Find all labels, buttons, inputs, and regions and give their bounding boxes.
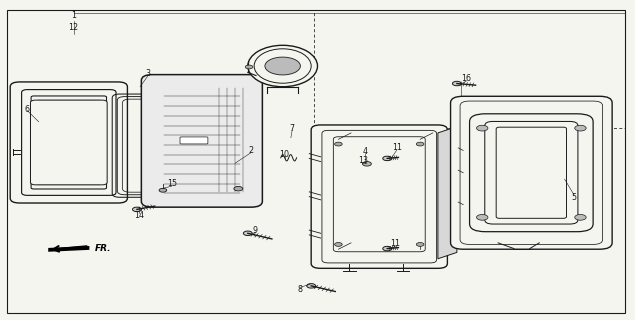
Text: 7: 7 — [290, 124, 295, 132]
Text: 15: 15 — [167, 180, 177, 188]
Circle shape — [335, 142, 342, 146]
Polygon shape — [438, 126, 457, 259]
Circle shape — [575, 214, 586, 220]
Text: 10: 10 — [279, 150, 290, 159]
Circle shape — [133, 207, 142, 212]
Text: 12: 12 — [69, 23, 79, 32]
Text: 11: 11 — [392, 143, 402, 152]
Circle shape — [476, 214, 488, 220]
Circle shape — [234, 187, 243, 191]
Circle shape — [417, 243, 424, 246]
Text: 2: 2 — [248, 146, 253, 155]
Text: 4: 4 — [363, 147, 368, 156]
Polygon shape — [20, 87, 118, 198]
FancyBboxPatch shape — [451, 96, 612, 249]
Text: 11: 11 — [391, 239, 401, 248]
Circle shape — [307, 284, 316, 288]
Circle shape — [417, 142, 424, 146]
Text: 8: 8 — [297, 285, 302, 294]
Ellipse shape — [248, 45, 318, 87]
Text: 16: 16 — [462, 74, 471, 83]
Circle shape — [265, 57, 300, 75]
FancyBboxPatch shape — [142, 75, 262, 207]
Circle shape — [476, 125, 488, 131]
Text: 9: 9 — [253, 226, 258, 235]
FancyBboxPatch shape — [180, 137, 208, 144]
Text: 13: 13 — [358, 156, 368, 165]
FancyBboxPatch shape — [311, 125, 448, 268]
Text: 6: 6 — [25, 105, 30, 114]
Circle shape — [159, 188, 167, 192]
Text: 14: 14 — [134, 211, 144, 220]
Circle shape — [383, 156, 392, 161]
Polygon shape — [48, 246, 90, 252]
Circle shape — [243, 231, 252, 236]
Text: 5: 5 — [572, 193, 577, 202]
Circle shape — [453, 81, 462, 86]
Text: 3: 3 — [145, 69, 150, 78]
Text: 1: 1 — [71, 11, 76, 20]
FancyBboxPatch shape — [10, 82, 128, 203]
Circle shape — [575, 125, 586, 131]
Circle shape — [383, 246, 392, 251]
Circle shape — [363, 162, 371, 166]
Text: FR.: FR. — [95, 244, 111, 253]
Circle shape — [245, 65, 253, 69]
Circle shape — [335, 243, 342, 246]
FancyBboxPatch shape — [30, 100, 107, 185]
